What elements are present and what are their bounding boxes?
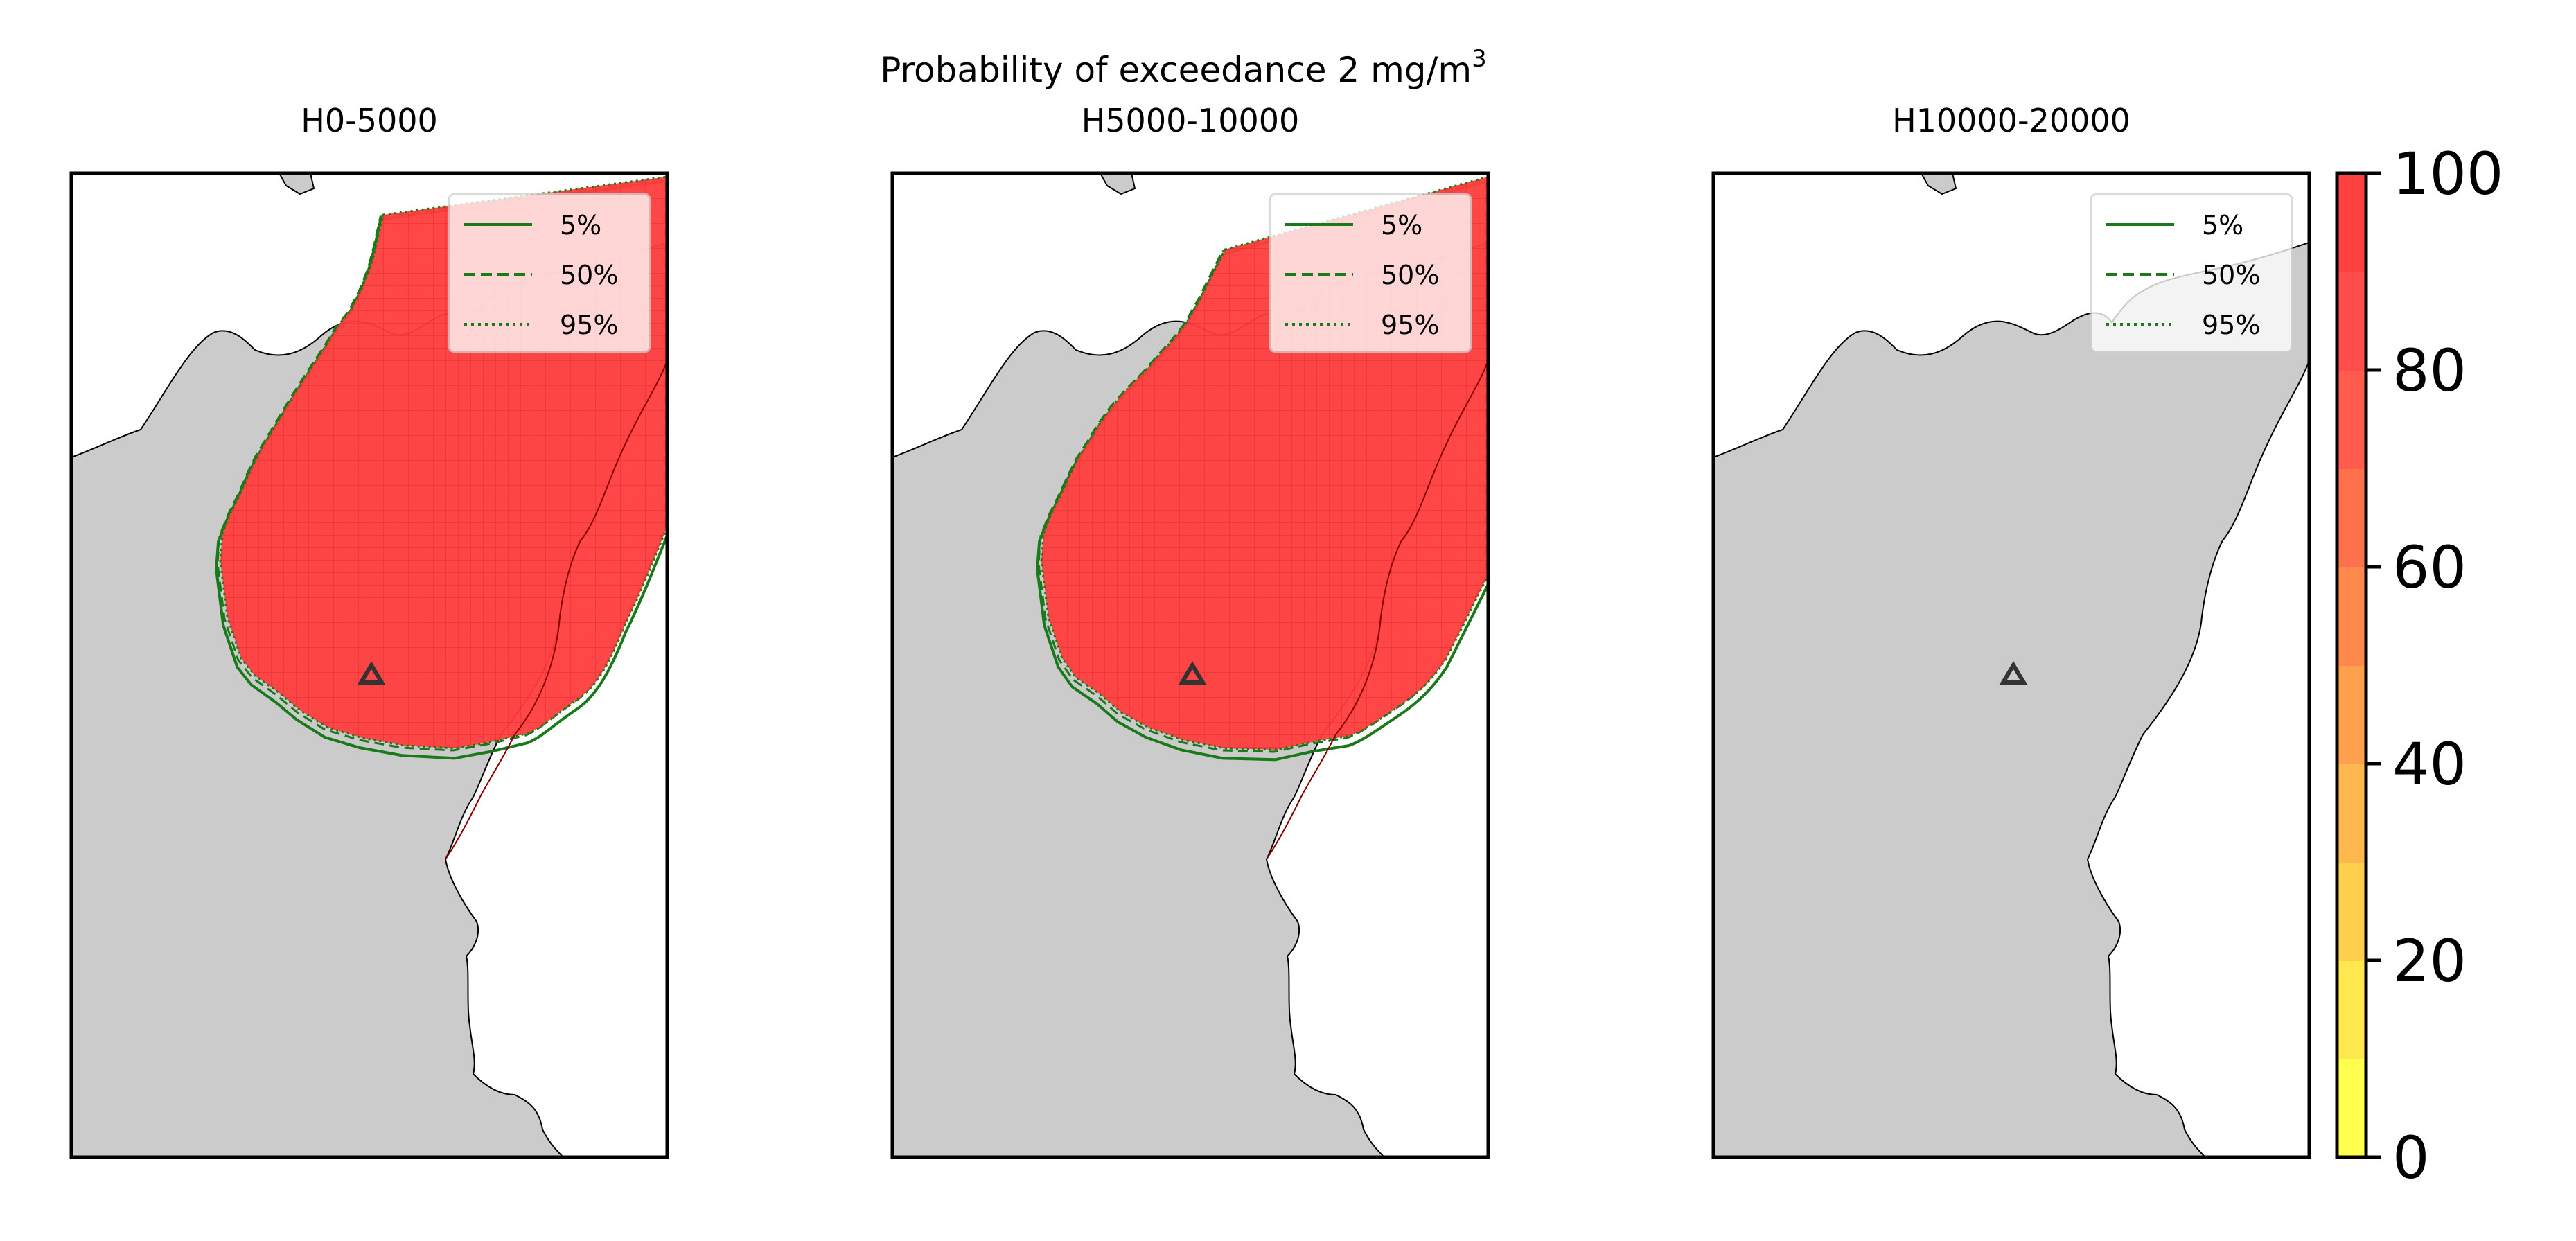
contour-5pct [215,179,667,760]
map-island [278,173,315,195]
colorbar-segment [2337,173,2366,272]
colorbar-segment [2337,764,2366,863]
legend: 5% 50% 95% [2090,193,2293,353]
legend-label: 95% [1381,310,1439,340]
colorbar-tick-label: 0 [2392,1124,2429,1192]
legend-label: 95% [560,310,618,340]
colorbar-segment [2337,960,2366,1059]
legend-label: 5% [560,210,601,240]
panel-frame [890,171,1490,1159]
colorbar-segment [2337,370,2366,469]
volcano-marker-icon [357,661,386,685]
panel-1: H0-5000 5% 50% 95% [69,102,669,1159]
contour-50pct [216,177,666,752]
colorbar-tick-label: 20 [2392,927,2467,995]
legend-label: 50% [2202,260,2260,290]
panel-title: H10000-20000 [1892,102,2131,139]
contour-5pct [1036,179,1488,762]
colorbar-segment [2337,567,2366,666]
colorbar-segment [2337,468,2366,567]
coastline-overlay [445,360,667,860]
volcano-marker-icon [1178,661,1207,685]
colorbar-tick-label: 60 [2392,534,2467,601]
colorbar-segment [2337,665,2366,764]
coastline-overlay [1266,360,1488,860]
colorbar-tick-label: 80 [2392,337,2467,405]
panel-frame [1711,171,2311,1159]
panel-title: H5000-10000 [1082,102,1300,139]
legend-label: 50% [560,260,618,290]
contour-95pct [219,175,667,750]
colorbar-tick-label: 100 [2392,140,2503,208]
legend: 5% 50% 95% [448,193,651,353]
contour-95pct [1040,175,1488,751]
colorbar-segment [2337,272,2366,371]
colorbar-frame [2335,171,2368,1159]
legend-label: 5% [1381,210,1422,240]
legend-label: 50% [1381,260,1439,290]
legend-label: 95% [2202,310,2260,340]
panel-frame [69,171,669,1159]
figure-suptitle: Probability of exceedance 2 mg/m3 [880,45,1486,90]
volcano-marker-icon [1999,661,2028,685]
colorbar-tick-label: 40 [2392,730,2467,798]
panel-2: H5000-10000 5% 50% 95% [890,102,1490,1159]
colorbar-segment [2337,1059,2366,1158]
colorbar: 0 20 40 60 80 100 [2335,140,2503,1192]
panel-title: H0-5000 [301,102,438,139]
map-island [1920,173,1957,195]
colorbar-segment [2337,862,2366,961]
legend: 5% 50% 95% [1269,193,1472,353]
map-island [1099,173,1136,195]
legend-label: 5% [2202,210,2243,240]
panel-3: H10000-20000 5% 50% 95% [1711,102,2311,1159]
